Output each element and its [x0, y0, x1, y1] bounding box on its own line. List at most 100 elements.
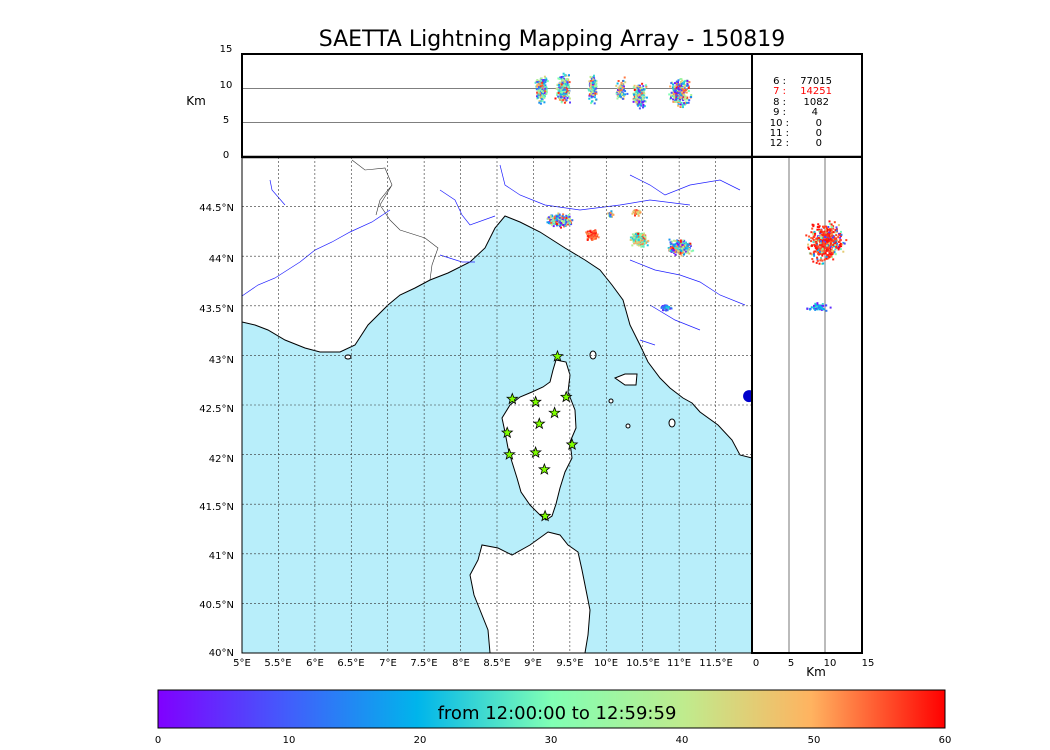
altitude-point [595, 98, 598, 101]
lightning-point [673, 248, 676, 251]
altitude-point [684, 79, 687, 82]
altitude-point [561, 90, 564, 93]
altitude-point [561, 87, 564, 90]
altitude-point [669, 97, 672, 99]
altitude-point [674, 91, 677, 94]
stat-label-12: 12 : [770, 138, 789, 149]
chart-title: SAETTA Lightning Mapping Array - 150819 [319, 27, 786, 52]
lightning-point [570, 223, 573, 226]
station-star-icon [538, 509, 552, 522]
altitude-point [681, 91, 683, 94]
side-altitude-point [831, 236, 834, 239]
side-altitude-point [838, 234, 841, 236]
lightning-point [665, 306, 668, 309]
altitude-point [632, 100, 635, 103]
lightning-point [670, 307, 673, 310]
side-altitude-point [843, 242, 846, 245]
altitude-point [688, 81, 691, 84]
lightning-point [679, 252, 682, 255]
lightning-point [677, 248, 680, 251]
lightning-point [664, 308, 667, 310]
altitude-point [675, 82, 678, 85]
side-altitude-point [822, 234, 824, 237]
altitude-point [633, 98, 636, 101]
lightning-point [646, 244, 649, 247]
altitude-point [593, 82, 596, 85]
side-altitude-point [819, 231, 822, 233]
lightning-point [672, 250, 675, 253]
altitude-point [588, 89, 591, 92]
side-altitude-point [808, 238, 811, 241]
altitude-point [590, 102, 593, 105]
lightning-point [640, 235, 643, 238]
side-altitude-point [814, 232, 817, 235]
altitude-point [679, 87, 682, 90]
altitude-point [674, 89, 676, 92]
altitude-point [633, 93, 635, 96]
side-altitude-point [826, 228, 829, 231]
side-altitude-point [821, 252, 824, 255]
side-altitude-point [811, 244, 813, 247]
altitude-point [590, 81, 593, 84]
lightning-point [644, 238, 647, 241]
altitude-point [561, 92, 564, 95]
side-altitude-point [811, 237, 814, 240]
lightning-point [564, 223, 567, 226]
altitude-point [545, 91, 548, 94]
lightning-point [672, 249, 675, 252]
altitude-point [538, 86, 541, 89]
lightning-point [670, 248, 673, 251]
lightning-point [547, 216, 550, 219]
altitude-point [589, 79, 592, 82]
altitude-point [670, 82, 673, 85]
lightning-point [682, 248, 685, 251]
altitude-point [565, 82, 568, 85]
altitude-point [637, 98, 640, 100]
map-lightning-points [546, 209, 695, 312]
lightning-point [557, 212, 560, 215]
altitude-point [561, 79, 563, 82]
top-ylabel: Km [186, 94, 206, 108]
lightning-point [643, 240, 646, 242]
lightning-point [553, 221, 556, 224]
altitude-point [540, 95, 543, 98]
altitude-point [588, 93, 591, 96]
altitude-point [679, 96, 682, 99]
altitude-point [537, 84, 540, 87]
altitude-point [590, 96, 593, 99]
lightning-point [564, 219, 567, 221]
altitude-point [670, 94, 673, 97]
cb-tick-60: 60 [939, 735, 952, 746]
altitude-point [537, 81, 540, 84]
altitude-point [537, 91, 540, 94]
altitude-point [536, 88, 539, 91]
altitude-point [618, 86, 621, 89]
lightning-point [565, 217, 568, 219]
lightning-point [640, 245, 643, 248]
blue-marker [743, 390, 752, 403]
altitude-point [541, 81, 544, 84]
altitude-point [562, 72, 565, 75]
lightning-point [596, 233, 599, 236]
lightning-point [636, 241, 639, 244]
altitude-point [534, 81, 537, 84]
side-altitude-point [814, 308, 817, 311]
lightning-point [667, 307, 670, 310]
lightning-point [678, 245, 680, 248]
lightning-point [671, 246, 674, 249]
station-star-icon [529, 445, 542, 459]
altitude-point [684, 101, 687, 104]
lightning-point [550, 218, 553, 221]
side-altitude-point [821, 243, 824, 246]
altitude-point [567, 85, 570, 88]
lightning-point [637, 211, 640, 213]
lightning-point [549, 218, 552, 221]
side-altitude-point [817, 304, 820, 307]
side-altitude-point [812, 241, 815, 243]
side-altitude-point [834, 253, 837, 256]
lightning-point [640, 241, 643, 244]
altitude-point [616, 87, 619, 90]
altitude-point [638, 107, 641, 110]
lightning-point [589, 236, 592, 239]
altitude-point [565, 92, 568, 95]
